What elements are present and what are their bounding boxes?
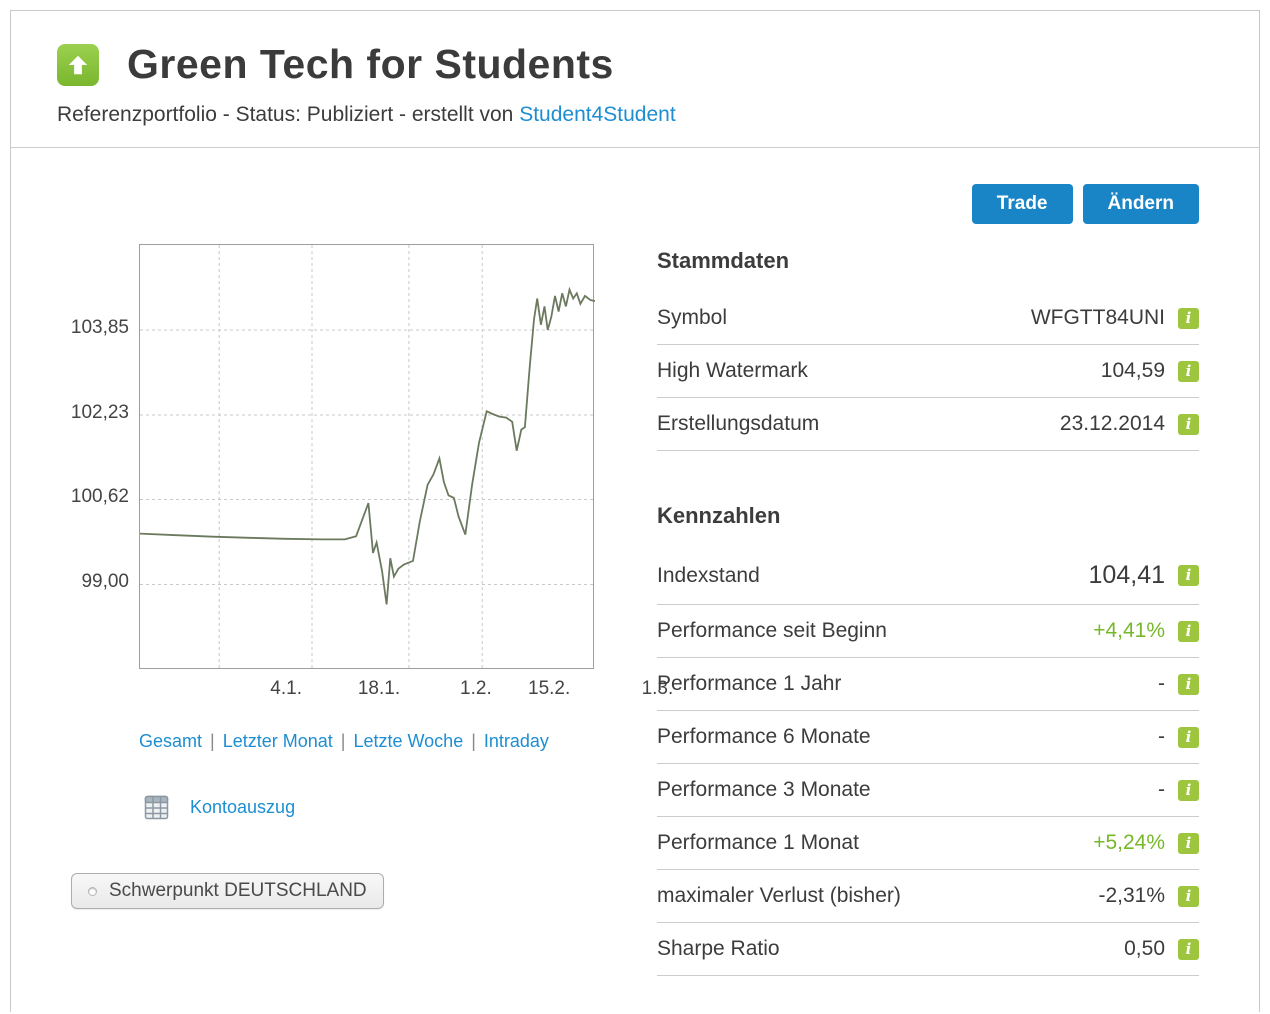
y-axis-label: 100,62	[70, 486, 129, 508]
stammdaten-rows: Symbol WFGTT84UNI i High Watermark 104,5…	[657, 292, 1199, 451]
info-icon[interactable]: i	[1178, 413, 1199, 435]
info-icon[interactable]: i	[1178, 565, 1199, 586]
performance-chart	[139, 244, 595, 670]
focus-tag[interactable]: Schwerpunkt DEUTSCHLAND	[71, 873, 384, 909]
aendern-button[interactable]: Ändern	[1082, 184, 1199, 224]
period-link-intraday[interactable]: Intraday	[483, 731, 549, 751]
row-label: maximaler Verlust (bisher)	[657, 884, 901, 907]
info-icon[interactable]: i	[1178, 360, 1199, 382]
chart-x-axis: 4.1. 18.1. 1.2. 15.2. 1.3.	[207, 669, 673, 705]
info-icon[interactable]: i	[1178, 938, 1199, 960]
row-label: High Watermark	[657, 359, 808, 382]
subtitle-text: Referenzportfolio - Status: Publiziert -…	[57, 103, 520, 126]
kennzahlen-rows: Indexstand 104,41 i Performance seit Beg…	[657, 547, 1199, 976]
portfolio-page: Green Tech for Students Referenzportfoli…	[10, 10, 1260, 1012]
kennzahlen-section: Kennzahlen Indexstand 104,41 i Performan…	[657, 503, 1199, 976]
info-icon[interactable]: i	[1178, 673, 1199, 695]
row-value: -	[1158, 672, 1165, 695]
chart-period-links: Gesamt | Letzter Monat | Letzte Woche | Intrad…	[139, 731, 599, 752]
y-axis-label: 99,00	[81, 571, 129, 593]
row-value: 104,59	[1100, 359, 1165, 382]
info-icon[interactable]: i	[1178, 885, 1199, 907]
creator-link[interactable]: Student4Student	[519, 103, 676, 126]
row-label: Performance 1 Jahr	[657, 672, 842, 695]
x-axis-label: 18.1.	[357, 678, 401, 699]
portfolio-subtitle: Referenzportfolio - Status: Publiziert -…	[57, 103, 1203, 127]
period-link-gesamt[interactable]: Gesamt	[139, 731, 203, 751]
data-column: Trade Ändern Stammdaten Symbol WFGTT84UN…	[657, 184, 1199, 976]
main-content: 103,85 102,23 100,62 99,00 4.1. 18.1. 1.2. 15.…	[11, 148, 1259, 976]
row-label: Performance 3 Monate	[657, 778, 871, 801]
y-axis-label: 103,85	[70, 317, 129, 338]
separator: |	[210, 731, 215, 751]
row-label: Symbol	[657, 306, 728, 329]
x-axis-label: 1.3.	[641, 678, 674, 699]
row-label: Erstellungsdatum	[657, 412, 820, 435]
row-value: 23.12.2014	[1059, 412, 1165, 435]
table-row-performance-1-jahr: Performance 1 Jahr - i	[657, 658, 1199, 711]
table-row-sharpe-ratio: Sharpe Ratio 0,50 i	[657, 923, 1199, 976]
row-label: Indexstand	[657, 563, 760, 587]
x-axis-label: 4.1.	[270, 678, 303, 699]
table-row-performance-3-monate: Performance 3 Monate - i	[657, 764, 1199, 817]
row-value: -2,31%	[1098, 884, 1165, 907]
page-header: Green Tech for Students Referenzportfoli…	[11, 11, 1259, 148]
action-buttons: Trade Ändern	[657, 184, 1199, 224]
info-icon[interactable]: i	[1178, 307, 1199, 329]
table-row-performance-6-monate: Performance 6 Monate - i	[657, 711, 1199, 764]
kontoauszug-link[interactable]: Kontoauszug	[190, 797, 296, 817]
row-value: +4,41%	[1093, 619, 1165, 642]
info-icon[interactable]: i	[1178, 779, 1199, 801]
section-heading-stammdaten: Stammdaten	[657, 248, 790, 273]
x-axis-label: 1.2.	[460, 678, 492, 699]
focus-tag-label: Schwerpunkt DEUTSCHLAND	[109, 880, 367, 901]
row-label: Performance 6 Monate	[657, 725, 871, 748]
tag-hole-icon	[88, 886, 97, 896]
trade-button[interactable]: Trade	[971, 184, 1073, 224]
period-link-letzter-monat[interactable]: Letzter Monat	[222, 731, 333, 751]
table-icon	[143, 794, 170, 821]
chart-column: 103,85 102,23 100,62 99,00 4.1. 18.1. 1.2. 15.…	[71, 184, 673, 976]
table-row-performance-seit-beginn: Performance seit Beginn +4,41% i	[657, 605, 1199, 658]
info-icon[interactable]: i	[1178, 726, 1199, 748]
table-row-performance-1-monat: Performance 1 Monat +5,24% i	[657, 817, 1199, 870]
page-title: Green Tech for Students	[127, 41, 614, 87]
row-label: Performance seit Beginn	[657, 619, 887, 642]
table-row-high-watermark: High Watermark 104,59 i	[657, 345, 1199, 398]
separator: |	[471, 731, 476, 751]
row-value: +5,24%	[1093, 831, 1165, 854]
row-label: Performance 1 Monat	[657, 831, 859, 854]
table-row-erstellungsdatum: Erstellungsdatum 23.12.2014 i	[657, 398, 1199, 451]
performance-chart-area: 103,85 102,23 100,62 99,00 4.1. 18.1. 1.2. 15.…	[71, 244, 673, 705]
info-icon[interactable]: i	[1178, 832, 1199, 854]
row-value: 104,41	[1088, 561, 1165, 589]
kontoauszug-row: Kontoauszug	[143, 794, 599, 821]
header-title-row: Green Tech for Students	[57, 41, 1203, 88]
section-heading-kennzahlen: Kennzahlen	[657, 503, 781, 528]
stammdaten-section: Stammdaten Symbol WFGTT84UNI i High Wate…	[657, 248, 1199, 451]
separator: |	[340, 731, 346, 751]
period-link-letzte-woche[interactable]: Letzte Woche	[353, 731, 464, 751]
table-row-indexstand: Indexstand 104,41 i	[657, 547, 1199, 605]
info-icon[interactable]: i	[1178, 620, 1199, 642]
row-value: -	[1158, 725, 1165, 748]
table-row-maximaler-verlust: maximaler Verlust (bisher) -2,31% i	[657, 870, 1199, 923]
row-value: WFGTT84UNI	[1030, 306, 1165, 329]
chart-canvas	[140, 245, 595, 670]
table-row-symbol: Symbol WFGTT84UNI i	[657, 292, 1199, 345]
up-arrow-icon	[57, 43, 99, 86]
row-value: 0,50	[1124, 937, 1165, 960]
row-label: Sharpe Ratio	[657, 937, 780, 960]
x-axis-label: 15.2.	[528, 678, 571, 699]
chart-y-axis: 103,85 102,23 100,62 99,00	[71, 244, 129, 669]
row-value: -	[1158, 778, 1165, 801]
y-axis-label: 102,23	[70, 402, 129, 423]
